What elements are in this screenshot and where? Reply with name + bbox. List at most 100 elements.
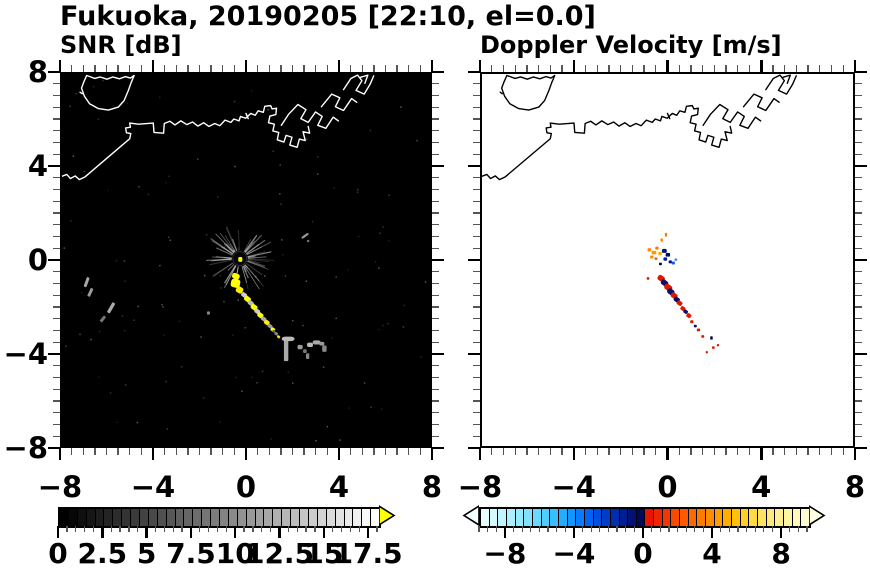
noise-speck	[335, 276, 337, 278]
colorbar-tick	[564, 526, 566, 532]
colorbar-tick	[478, 526, 480, 532]
axis-tick	[855, 329, 862, 332]
colorbar-segment	[481, 509, 490, 526]
axis-tick	[784, 65, 786, 72]
coastline-path	[482, 106, 732, 180]
colorbar-tick	[797, 526, 799, 532]
noise-speck	[241, 390, 243, 393]
axis-tick	[468, 446, 480, 450]
axis-tick	[117, 448, 119, 455]
axis-tick	[491, 65, 493, 72]
noise-speck	[244, 326, 246, 329]
axis-tick	[855, 435, 862, 437]
coastline-path	[360, 75, 367, 83]
colorbar-segment	[202, 509, 212, 526]
colorbar-tick	[56, 526, 60, 538]
x-tick-label: 8	[844, 470, 866, 504]
x-tick-label: 0	[657, 470, 678, 504]
colorbar-segment	[740, 509, 750, 526]
axis-tick	[432, 423, 439, 426]
noise-speck	[378, 267, 380, 269]
colorbar-tick	[128, 526, 130, 532]
noise-speck	[79, 333, 81, 336]
colorbar-segment	[104, 509, 114, 526]
noise-speck	[279, 193, 281, 195]
clutter-spoke	[238, 247, 239, 250]
clutter-spoke	[245, 265, 263, 287]
colorbar-tick	[728, 526, 730, 532]
echo-blob	[267, 323, 273, 329]
axis-tick	[473, 412, 480, 414]
noise-speck	[165, 380, 167, 383]
axis-tick	[432, 329, 439, 332]
colorbar-segment	[291, 509, 301, 526]
clutter-spoke	[211, 259, 232, 261]
noise-speck	[264, 275, 266, 277]
noise-speck	[166, 428, 168, 430]
colorbar-segment	[68, 509, 78, 526]
axis-tick	[772, 65, 774, 72]
noise-speck	[400, 106, 402, 108]
colorbar-segment	[506, 509, 516, 526]
colorbar-tick	[66, 526, 68, 532]
axis-tick	[713, 448, 716, 455]
clutter-spoke	[248, 256, 256, 257]
axis-tick	[853, 60, 857, 72]
clutter-spoke	[246, 240, 265, 254]
y-tick-label: 4	[27, 149, 48, 183]
axis-tick	[478, 60, 482, 72]
noise-speck	[109, 392, 112, 394]
axis-tick	[432, 141, 439, 144]
colorbar-segment	[524, 509, 533, 526]
axis-tick	[643, 448, 645, 455]
clutter-spoke	[244, 239, 251, 251]
echo-blob	[660, 238, 664, 242]
echo-blob	[230, 278, 241, 288]
axis-tick	[53, 106, 60, 108]
axis-tick	[855, 446, 867, 450]
colorbar-segment	[353, 509, 363, 526]
colorbar-tick	[607, 526, 610, 532]
echo-blob	[654, 257, 658, 260]
noise-speck	[161, 303, 163, 306]
axis-tick	[432, 376, 439, 379]
echo-blob	[322, 345, 327, 352]
noise-speck	[317, 173, 319, 175]
axis-tick	[53, 435, 60, 437]
noise-speck	[169, 239, 171, 242]
echo-blob	[281, 336, 295, 342]
colorbar-tick	[503, 526, 507, 538]
axis-tick	[432, 130, 439, 132]
axis-tick	[596, 65, 598, 72]
axis-tick	[842, 65, 844, 72]
axis-tick	[473, 177, 480, 179]
colorbar-tick	[137, 526, 139, 532]
axis-tick	[432, 212, 439, 214]
axis-tick	[473, 365, 480, 367]
colorbar-segment	[211, 509, 221, 526]
axis-tick	[326, 448, 329, 455]
colorbar-segment	[766, 509, 776, 526]
noise-speck	[234, 165, 236, 168]
colorbar-segment	[237, 509, 247, 526]
axis-tick	[432, 400, 439, 402]
axis-tick	[384, 65, 387, 72]
axis-tick	[70, 448, 73, 455]
colorbar-segment	[317, 509, 327, 526]
colorbar-tick	[296, 526, 298, 532]
axis-tick	[140, 448, 143, 455]
noise-speck	[168, 175, 170, 178]
colorbar-tick-label: −4	[552, 537, 596, 570]
colorbar-tick	[694, 526, 696, 532]
noise-speck	[219, 274, 221, 277]
noise-speck	[424, 281, 427, 283]
axis-tick	[268, 448, 270, 455]
colorbar-segment	[662, 509, 672, 526]
noise-speck	[250, 89, 253, 92]
axis-tick	[807, 448, 809, 455]
axis-tick	[473, 423, 480, 426]
echo-blob	[257, 312, 264, 319]
y-tick-label: 8	[27, 55, 48, 89]
axis-tick	[855, 141, 862, 144]
clutter-spoke	[247, 261, 268, 269]
